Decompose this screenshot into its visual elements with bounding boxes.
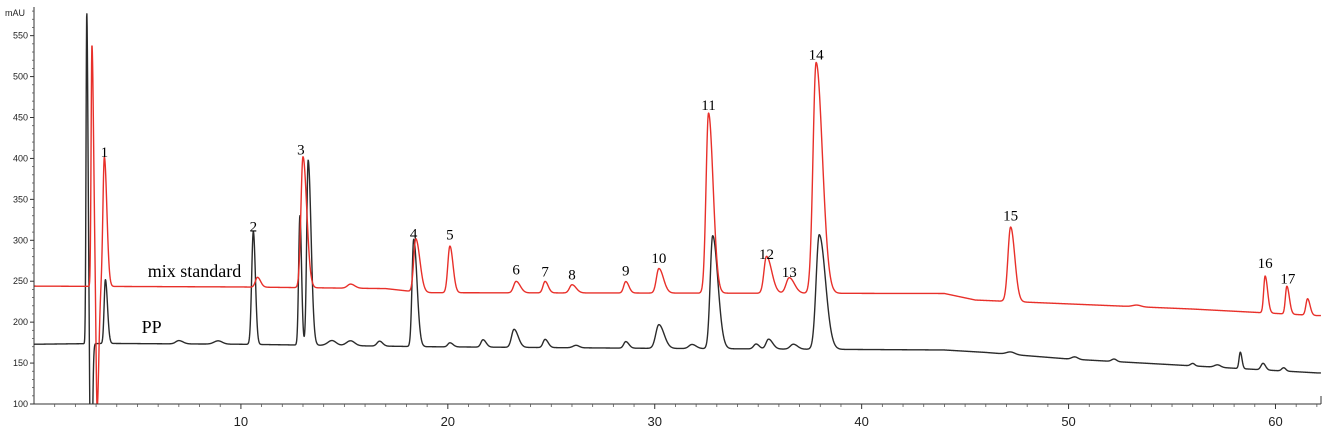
y-tick-label: 350	[13, 194, 28, 204]
peak-label: 5	[446, 227, 454, 243]
peak-label: 15	[1003, 209, 1018, 225]
series-label: mix standard	[148, 261, 241, 281]
x-tick-label: 30	[648, 414, 662, 429]
series-label: PP	[142, 317, 162, 337]
x-tick-label: 10	[234, 414, 248, 429]
bottom-mask	[0, 404, 1325, 435]
series-line-mix-standard	[33, 45, 1322, 408]
peak-label: 12	[759, 247, 774, 263]
peak-label: 1	[101, 145, 109, 161]
x-tick-label: 20	[441, 414, 455, 429]
peak-label: 9	[622, 263, 630, 279]
peak-label: 16	[1258, 256, 1274, 272]
y-tick-label: 400	[13, 153, 28, 163]
y-tick-label: 200	[13, 317, 28, 327]
y-tick-label: 150	[13, 358, 28, 368]
peak-label: 10	[651, 251, 666, 267]
y-tick-label: 300	[13, 235, 28, 245]
y-tick-label: 550	[13, 31, 28, 41]
y-tick-label: 450	[13, 113, 28, 123]
peak-label: 8	[568, 268, 576, 284]
x-tick-label: 60	[1268, 414, 1282, 429]
series-line-pp	[33, 13, 1322, 417]
peak-label: 2	[250, 219, 258, 235]
y-unit-label: mAU	[5, 8, 25, 18]
peak-label: 13	[782, 265, 797, 281]
y-tick-label: 500	[13, 72, 28, 82]
y-tick-label: 250	[13, 276, 28, 286]
peak-label: 14	[809, 47, 825, 63]
series-layer	[0, 13, 1325, 435]
peak-label: 4	[410, 227, 418, 243]
peak-label: 3	[297, 142, 305, 158]
peak-label: 11	[701, 98, 715, 114]
peak-label: 17	[1280, 272, 1296, 288]
y-tick-label: 100	[13, 399, 28, 409]
x-tick-label: 40	[854, 414, 868, 429]
peak-label: 7	[541, 264, 549, 280]
peak-label: 6	[512, 263, 520, 279]
x-tick-label: 50	[1061, 414, 1075, 429]
